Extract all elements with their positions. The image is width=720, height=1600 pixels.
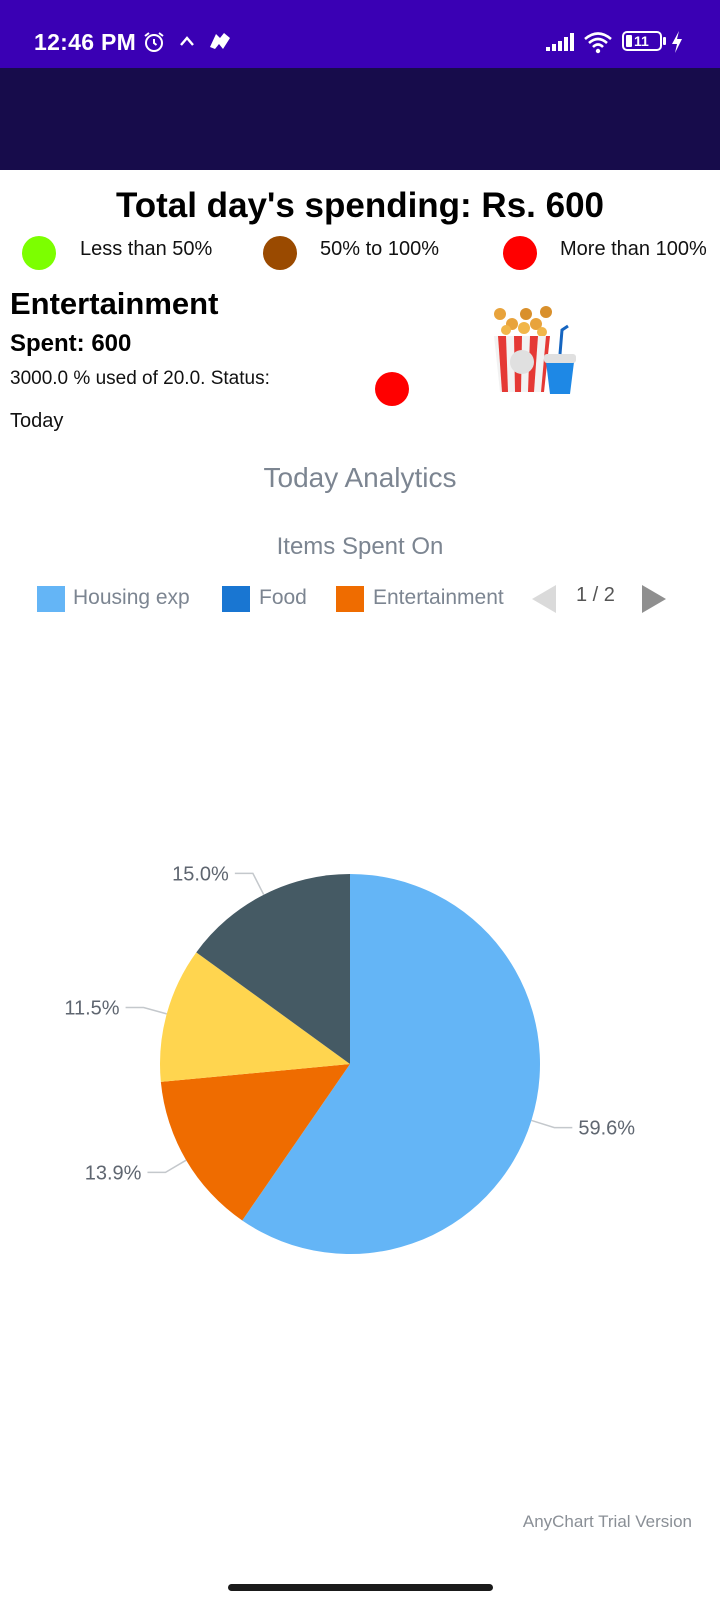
status-indicator-dot — [375, 372, 409, 406]
chart-watermark: AnyChart Trial Version — [522, 1512, 692, 1531]
legend-dot-red — [503, 236, 537, 270]
legend-swatch-entertainment — [336, 586, 364, 612]
legend-item-entertainment[interactable]: Entertainment — [373, 586, 504, 609]
home-gesture-bar[interactable] — [228, 1584, 493, 1591]
spent-amount: Spent: 600 — [10, 330, 132, 357]
charging-icon — [672, 31, 682, 53]
status-time: 12:46 PM — [34, 29, 137, 55]
legend-label-mid: 50% to 100% — [320, 238, 439, 260]
category-title: Entertainment — [10, 286, 219, 321]
legend-item-housing[interactable]: Housing exp — [73, 586, 190, 609]
pie-slice[interactable] — [160, 952, 350, 1082]
slice-label: 59.6% — [578, 1118, 635, 1140]
popcorn-icon — [494, 306, 576, 394]
battery-icon: 11 — [622, 31, 666, 51]
alarm-icon — [144, 32, 164, 52]
legend-label-low: Less than 50% — [80, 238, 213, 260]
legend-label-high: More than 100% — [560, 238, 707, 260]
legend-prev-arrow-icon[interactable] — [530, 583, 560, 615]
slice-label: 11.5% — [64, 998, 119, 1020]
legend-pager: 1 / 2 — [576, 584, 615, 606]
pie-slice[interactable] — [160, 1064, 350, 1221]
chevron-up-icon — [180, 36, 194, 46]
legend-next-arrow-icon[interactable] — [638, 583, 668, 615]
chart-subtitle: Items Spent On — [276, 533, 444, 560]
app-bar — [0, 68, 720, 170]
period-label: Today — [10, 410, 64, 432]
app-notification-icon — [210, 33, 230, 49]
slice-label-connector — [234, 872, 265, 896]
slice-label-connector — [147, 1159, 187, 1174]
pie-slice[interactable] — [242, 874, 540, 1254]
usage-status-text: 3000.0 % used of 20.0. Status: — [10, 368, 270, 389]
slice-label: 13.9% — [85, 1162, 142, 1184]
pie-chart: 59.6% 13.9% 11.5% 15.0% — [64, 863, 635, 1254]
pie-slice[interactable] — [196, 874, 350, 1064]
slice-label: 15.0% — [172, 863, 229, 885]
battery-level: 11 — [634, 33, 649, 49]
legend-item-food[interactable]: Food — [259, 586, 307, 609]
total-spending-title: Total day's spending: Rs. 600 — [115, 186, 605, 225]
legend-swatch-housing — [37, 586, 65, 612]
wifi-icon — [584, 32, 612, 54]
status-bar: 12:46 PM 11 — [0, 0, 720, 68]
legend-swatch-food — [222, 586, 250, 612]
legend-dot-brown — [263, 236, 297, 270]
slice-label-connector — [531, 1119, 573, 1129]
signal-icon — [546, 33, 574, 51]
slice-label-connector — [125, 1006, 167, 1015]
analytics-title: Today Analytics — [263, 462, 457, 493]
legend-dot-green — [22, 236, 56, 270]
